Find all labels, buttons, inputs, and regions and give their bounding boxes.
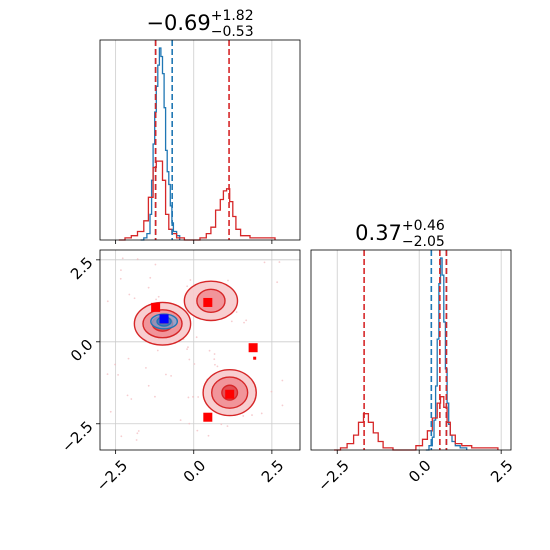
scatter-point: [235, 311, 238, 313]
scatter-point: [155, 298, 157, 301]
bottom-right-blue-histogram: [425, 257, 468, 451]
scatter-point: [130, 398, 133, 400]
bottom-right-frame: [310, 249, 512, 451]
scatter-point: [278, 261, 281, 263]
scatter-point: [216, 365, 219, 368]
scatter-point: [149, 276, 152, 279]
scatter-point: [114, 363, 116, 366]
bottom-right-quantile-lines: [363, 250, 448, 450]
top-left-histogram-panel: −0.69+1.82 −0.53: [99, 8, 301, 244]
red-square-marker: [203, 297, 213, 307]
red-square-marker: [203, 412, 213, 422]
scatter-point: [193, 363, 196, 365]
scatter-point: [106, 300, 109, 303]
top-left-frame: [99, 39, 301, 241]
scatter-point: [242, 415, 245, 417]
top-left-grid: [115, 40, 273, 240]
scatter-point: [133, 297, 136, 300]
scatter-point: [147, 286, 150, 289]
scatter-point: [106, 373, 109, 376]
bottom-left-markers: [151, 297, 258, 422]
scatter-point: [145, 367, 147, 369]
scatter-point: [227, 279, 229, 282]
scatter-point: [154, 395, 156, 398]
scatter-point: [281, 404, 284, 407]
scatter-point: [156, 349, 159, 352]
scatter-point: [245, 319, 248, 322]
scatter-point: [260, 412, 263, 415]
scatter-point: [213, 353, 216, 355]
scatter-point: [270, 390, 273, 393]
top-left-title-sub: −0.53: [211, 24, 254, 40]
scatter-point: [170, 374, 172, 377]
scatter-point: [188, 422, 191, 425]
scatter-point: [214, 363, 216, 366]
scatter-point: [119, 277, 122, 280]
bottom-left-scatter-points: [106, 257, 284, 441]
scatter-point: [208, 349, 211, 352]
scatter-point: [157, 295, 160, 298]
scatter-point: [137, 430, 140, 432]
scatter-point: [195, 336, 198, 339]
scatter-point: [127, 357, 130, 360]
scatter-point: [186, 285, 189, 288]
scatter-point: [165, 373, 167, 376]
scatter-point: [263, 261, 266, 264]
scatter-point: [276, 281, 279, 284]
scatter-point: [213, 358, 216, 361]
scatter-point: [121, 257, 124, 260]
red-square-marker: [151, 302, 161, 312]
top-left-quantile-lines: [154, 40, 230, 240]
scatter-point: [128, 293, 131, 296]
bottom-right-histogram-series: [334, 257, 499, 451]
scatter-point: [196, 429, 199, 432]
red-square-marker: [248, 343, 258, 353]
scatter-point: [187, 346, 189, 349]
scatter-point: [187, 396, 190, 399]
scatter-point: [147, 384, 150, 387]
scatter-point: [179, 419, 182, 422]
bottom-right-grid: [336, 250, 502, 450]
bottom-right-title: 0.37+0.46: [355, 218, 445, 245]
scatter-point: [226, 425, 229, 428]
scatter-point: [251, 414, 253, 416]
bottom-left-frame: [99, 249, 301, 451]
bottom-right-title-sub: −2.05: [402, 234, 445, 250]
red-small-marker: [253, 356, 257, 360]
scatter-point: [186, 348, 188, 351]
scatter-point: [207, 434, 210, 437]
scatter-point: [117, 373, 119, 376]
scatter-point: [120, 435, 123, 438]
scatter-point: [126, 394, 129, 397]
scatter-point: [154, 263, 157, 266]
scatter-point: [281, 379, 284, 382]
scatter-point: [136, 258, 139, 261]
scatter-point: [230, 320, 233, 323]
scatter-point: [243, 321, 245, 324]
scatter-point: [197, 396, 200, 398]
blue-square-marker: [159, 314, 169, 324]
scatter-point: [220, 423, 223, 426]
scatter-point: [192, 395, 194, 398]
scatter-point: [136, 432, 139, 435]
bottom-left-grid: [100, 250, 300, 450]
scatter-point: [189, 279, 192, 281]
top-left-ticks: [115, 240, 273, 244]
bottom-right-red-histogram: [334, 396, 499, 451]
scatter-point: [135, 439, 138, 441]
scatter-point: [120, 269, 122, 271]
scatter-point: [109, 410, 112, 413]
red-square-marker: [225, 389, 235, 399]
scatter-point: [188, 358, 191, 361]
top-left-title: −0.69+1.82: [146, 8, 253, 35]
